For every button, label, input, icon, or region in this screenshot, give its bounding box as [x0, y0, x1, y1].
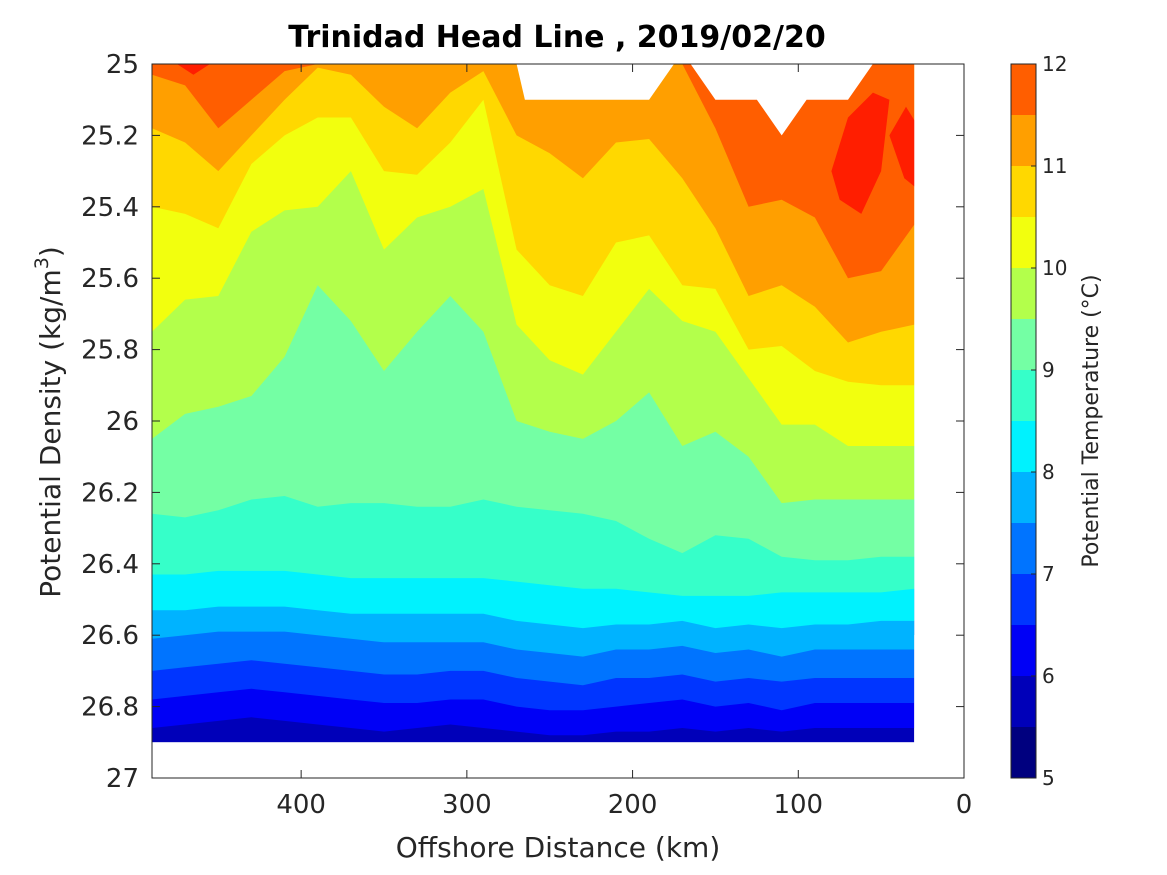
temperature-band-11: [152, 64, 915, 279]
colorbar-swatch: [1011, 166, 1036, 217]
colorbar-swatch: [1011, 625, 1036, 676]
no-data-nearshore: [914, 64, 964, 778]
x-axis: 400 300 200 100 0: [276, 64, 972, 820]
colorbar-ticks: 5 6 7 8 9 10 11 12: [1031, 52, 1067, 790]
y-axis-title-end: ): [34, 246, 67, 257]
colorbar-swatch: [1011, 523, 1036, 574]
colorbar-swatch: [1011, 64, 1036, 115]
y-tick-label: 25.8: [81, 336, 139, 366]
no-data-region-1: [516, 64, 674, 100]
no-data-deep: [152, 742, 964, 778]
colorbar-tick-label: 7: [1042, 562, 1055, 586]
x-tick-label: 400: [276, 790, 326, 820]
x-tick-label: 200: [608, 790, 658, 820]
colorbar-swatch: [1011, 472, 1036, 523]
colorbar-tick-label: 5: [1042, 766, 1055, 790]
colorbar-swatch: [1011, 115, 1036, 166]
colorbar-swatch: [1011, 217, 1036, 268]
warm-core-2: [889, 106, 920, 189]
x-tick-label: 300: [442, 790, 492, 820]
y-tick-label: 25.2: [81, 121, 139, 151]
colorbar-swatch: [1011, 727, 1036, 778]
colorbar: [1011, 64, 1036, 778]
y-tick-label: 26.6: [81, 621, 139, 651]
y-axis: 25 25.2 25.4 25.6 25.8 26 26.2 26.4 26.6 26.8 27: [81, 50, 964, 794]
y-tick-label: 25.6: [81, 264, 139, 294]
colorbar-tick-label: 6: [1042, 664, 1055, 688]
no-data-region-2: [690, 64, 873, 136]
y-tick-label: 26.4: [81, 550, 139, 580]
colorbar-swatch: [1011, 319, 1036, 370]
x-axis-title: Offshore Distance (km): [396, 831, 721, 864]
plot-area: [152, 64, 964, 778]
y-tick-label: 26.2: [81, 478, 139, 508]
chart-title: Trinidad Head Line , 2019/02/20: [288, 20, 825, 55]
y-axis-title-main: Potential Density (kg/m: [34, 269, 67, 598]
y-tick-label: 25: [106, 50, 139, 80]
x-tick-label: 0: [956, 790, 973, 820]
colorbar-swatch: [1011, 421, 1036, 472]
x-tick-label: 100: [773, 790, 823, 820]
y-axis-title: Potential Density (kg/m3): [31, 246, 67, 598]
y-tick-label: 26: [106, 407, 139, 437]
colorbar-tick-label: 11: [1042, 154, 1067, 178]
colorbar-swatch: [1011, 574, 1036, 625]
colorbar-tick-label: 9: [1042, 358, 1055, 382]
colorbar-swatch: [1011, 268, 1036, 319]
y-tick-label: 26.8: [81, 693, 139, 723]
colorbar-swatch: [1011, 676, 1036, 727]
colorbar-tick-label: 8: [1042, 460, 1055, 484]
colorbar-title: Potential Temperature (°C): [1079, 274, 1104, 567]
warm-core-3: [176, 64, 210, 75]
colorbar-frame: [1010, 63, 1037, 779]
y-tick-label: 27: [106, 764, 139, 794]
y-tick-label: 25.4: [81, 193, 139, 223]
colorbar-swatch: [1011, 370, 1036, 421]
y-axis-title-superscript: 3: [31, 257, 53, 269]
colorbar-tick-label: 12: [1042, 52, 1067, 76]
colorbar-tick-label: 10: [1042, 256, 1067, 280]
warm-core-1: [831, 92, 890, 214]
